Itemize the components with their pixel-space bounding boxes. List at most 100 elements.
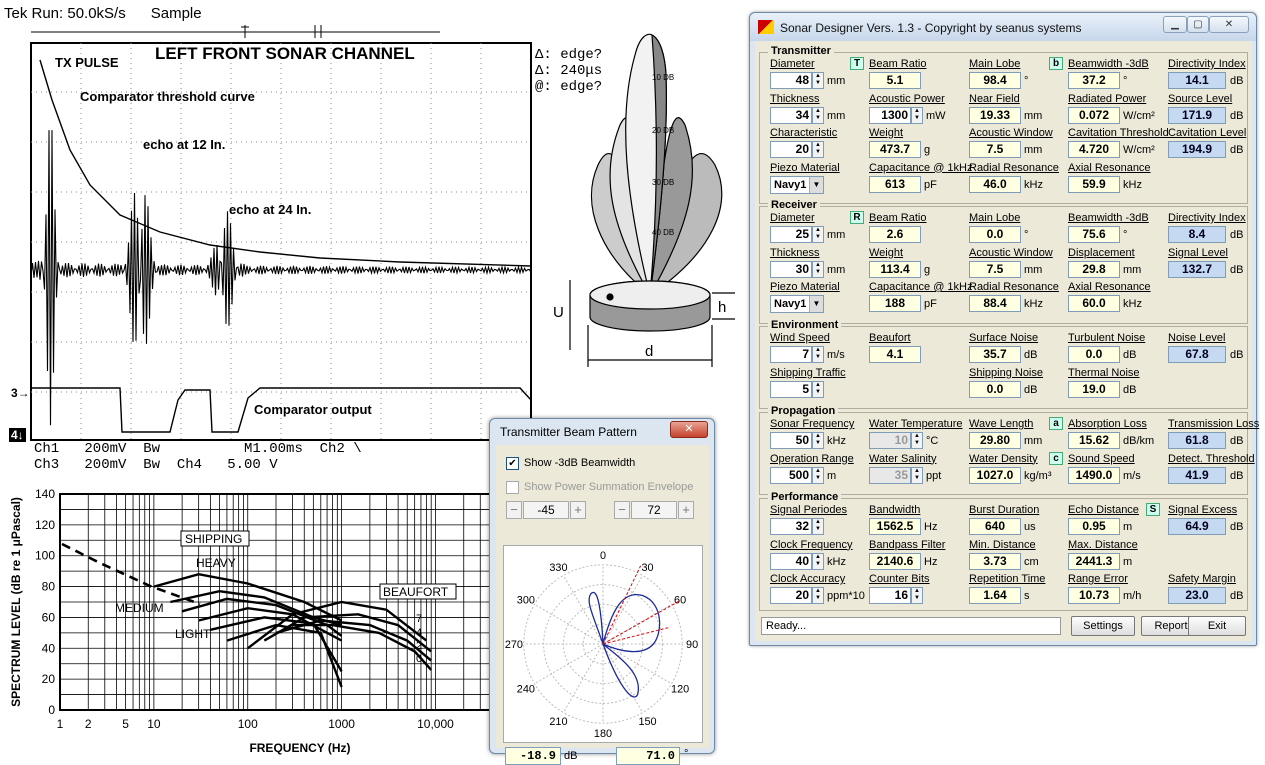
transmitter-weight-unit: g	[924, 144, 931, 156]
propagation-op_range-input[interactable]: 500	[770, 466, 812, 484]
transmitter-cavitation_level-label: Cavitation Level	[1168, 127, 1247, 139]
close-button[interactable]: ✕	[1209, 16, 1249, 33]
receiver-piezo-select[interactable]: Navy1 ▼	[770, 295, 824, 313]
performance-counter_bits-spinner[interactable]: ▲ ▼	[911, 587, 923, 604]
transmitter-section-title: Transmitter	[768, 45, 834, 57]
d-label: d	[645, 343, 653, 360]
angle1-value[interactable]: -45	[523, 501, 569, 519]
performance-range_error-label: Range Error	[1068, 573, 1128, 585]
transmitter-characteristic-input[interactable]: 20	[770, 141, 812, 158]
polar-angle-label: 300	[517, 594, 535, 606]
performance-badge-badge-button[interactable]: S	[1146, 503, 1160, 516]
propagation-sonar_freq-spinner[interactable]: ▲ ▼	[812, 432, 824, 449]
environment-shipping_traffic-label: Shipping Traffic	[770, 366, 846, 379]
propagation-badge-a-button[interactable]: a	[1049, 417, 1063, 430]
performance-clock_freq-input[interactable]: 40	[770, 552, 812, 570]
receiver-thickness-input[interactable]: 30	[770, 260, 812, 278]
performance-rep_time-label: Repetition Time	[969, 573, 1046, 585]
transmitter-weight-label: Weight	[869, 127, 904, 139]
report-button[interactable]: Report	[1141, 616, 1201, 636]
noise-ytick: 100	[35, 549, 55, 563]
chevron-down-icon: ▼	[809, 296, 823, 312]
receiver-acoustic_window-value: 7.5	[969, 260, 1021, 278]
transmitter-badge-t-button[interactable]: T	[850, 57, 864, 70]
transmitter-thickness-unit: mm	[827, 109, 846, 122]
angle1-increment-button[interactable]: +	[570, 501, 586, 519]
propagation-sonar_freq-input[interactable]: 50	[770, 432, 812, 449]
section-receiver: Receiver R Diameter 25 ▲ ▼ mm Beam Ratio 2.6 Main…	[759, 199, 1248, 324]
transmitter-acoustic_power-input[interactable]: 1300	[869, 106, 911, 124]
performance-clock_accuracy-input[interactable]: 20	[770, 587, 812, 604]
propagation-water_temp-label: Water Temperature	[869, 418, 963, 430]
propagation-salinity-value: 35	[869, 466, 911, 484]
db10-label: 10 DB	[652, 73, 674, 82]
performance-max_distance-unit: m	[1123, 555, 1133, 568]
transmitter-capacitance-unit: pF	[924, 178, 937, 191]
angle2-increment-button[interactable]: +	[678, 501, 694, 519]
minimize-button[interactable]: ▁	[1163, 16, 1187, 33]
performance-signal_periodes-input[interactable]: 32	[770, 518, 812, 535]
receiver-acoustic_window-unit: mm	[1024, 263, 1043, 276]
transmitter-piezo-value: Navy1	[774, 178, 807, 191]
transmitter-near_field-label: Near Field	[969, 92, 1020, 105]
propagation-op_range-spinner[interactable]: ▲ ▼	[812, 466, 824, 484]
environment-wind_speed-label: Wind Speed	[770, 332, 830, 344]
transmitter-badge-b-button[interactable]: b	[1049, 57, 1063, 70]
transmitter-acoustic_window-label: Acoustic Window	[969, 127, 1053, 139]
beaufort-4: 4	[416, 627, 422, 639]
scope-screen	[30, 25, 532, 441]
performance-clock_accuracy-spinner[interactable]: ▲ ▼	[812, 587, 824, 604]
environment-wind_speed-input[interactable]: 7	[770, 346, 812, 363]
propagation-absorption-unit: dB/km	[1123, 435, 1155, 447]
performance-signal_periodes-spinner[interactable]: ▲ ▼	[812, 518, 824, 535]
environment-wind_speed-spinner[interactable]: ▲ ▼	[812, 346, 824, 363]
exit-button[interactable]: Exit	[1188, 616, 1246, 636]
propagation-salinity-spinner[interactable]: ▲ ▼	[911, 466, 923, 484]
receiver-diameter-spinner[interactable]: ▲ ▼	[812, 226, 824, 243]
receiver-badge-badge-button[interactable]: R	[850, 211, 864, 224]
noise-xlabel: FREQUENCY (Hz)	[249, 741, 350, 755]
environment-noise_level-label: Noise Level	[1168, 332, 1226, 344]
scope-footer-row1: Ch1 200mV Bw M1.00ms Ch2 \	[34, 441, 362, 457]
h-label: h	[718, 299, 726, 316]
transmitter-diameter-unit: mm	[827, 75, 846, 87]
noise-xtick: 1	[57, 717, 64, 731]
receiver-beam_ratio-label: Beam Ratio	[869, 212, 927, 224]
propagation-sound_speed-unit: m/s	[1123, 469, 1141, 482]
propagation-badge-c-button[interactable]: c	[1049, 452, 1063, 465]
transmitter-thickness-spinner[interactable]: ▲ ▼	[812, 106, 824, 124]
environment-shipping_traffic-spinner[interactable]: ▲ ▼	[812, 380, 824, 398]
transmitter-diameter-input[interactable]: 48	[770, 72, 812, 89]
environment-beaufort-label: Beaufort	[869, 332, 911, 344]
maximize-button[interactable]: ▢	[1187, 16, 1209, 33]
performance-safety_margin-value: 23.0	[1168, 587, 1226, 604]
receiver-thickness-spinner[interactable]: ▲ ▼	[812, 260, 824, 278]
echo24-label: echo at 24 In.	[229, 202, 312, 217]
propagation-water_temp-spinner[interactable]: ▲ ▼	[911, 432, 923, 449]
performance-counter_bits-input[interactable]: 16	[869, 587, 911, 604]
transmitter-diameter-spinner[interactable]: ▲ ▼	[812, 72, 824, 89]
transmitter-piezo-select[interactable]: Navy1 ▼	[770, 175, 824, 194]
angle2-value[interactable]: 72	[631, 501, 677, 519]
performance-bandpass-unit: Hz	[924, 555, 938, 568]
beam-close-button[interactable]: ✕	[670, 421, 708, 438]
settings-button[interactable]: Settings	[1071, 616, 1135, 636]
show-beamwidth-checkbox[interactable]: ✔	[506, 457, 519, 470]
polar-plot[interactable]: 0 30 60 90 120 150 180 210 240 270 300 330	[503, 545, 703, 743]
show-envelope-checkbox[interactable]	[506, 481, 519, 494]
noise-xtick: 100	[238, 717, 258, 731]
transmitter-source_level-value: 171.9	[1168, 106, 1226, 124]
receiver-signal_level-value: 132.7	[1168, 260, 1226, 278]
transmitter-thickness-input[interactable]: 34	[770, 106, 812, 124]
receiver-diameter-input[interactable]: 25	[770, 226, 812, 243]
performance-clock_freq-spinner[interactable]: ▲ ▼	[812, 552, 824, 570]
environment-shipping_traffic-input[interactable]: 5	[770, 380, 812, 398]
performance-echo_distance-unit: m	[1123, 521, 1133, 533]
app-titlebar[interactable]: Sonar Designer Vers. 1.3 - Copyright by …	[750, 13, 1256, 41]
transmitter-acoustic_power-spinner[interactable]: ▲ ▼	[911, 106, 923, 124]
angle2-decrement-button[interactable]: −	[614, 501, 630, 519]
transmitter-characteristic-spinner[interactable]: ▲ ▼	[812, 141, 824, 158]
receiver-diameter-unit: mm	[827, 229, 846, 241]
angle1-decrement-button[interactable]: −	[506, 501, 522, 519]
